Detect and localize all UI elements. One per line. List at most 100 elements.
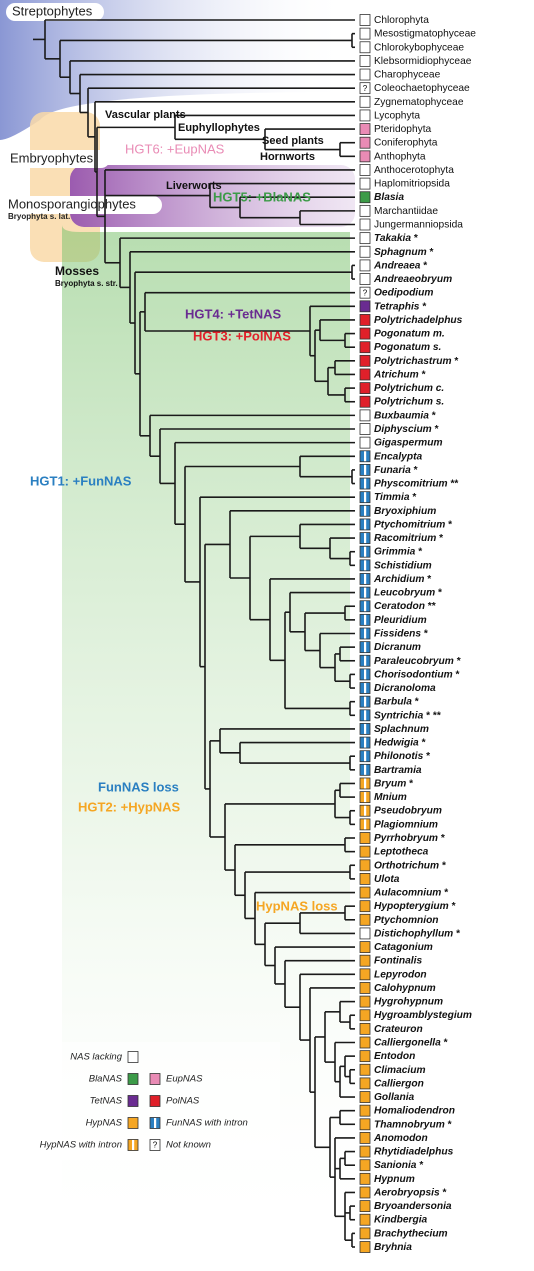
intron-stripe <box>364 696 367 707</box>
taxon-label: Grimmia * <box>374 546 422 557</box>
taxon-label: Pleuridium <box>374 615 427 626</box>
status-box <box>359 1104 371 1117</box>
intron-stripe <box>364 723 367 734</box>
taxon-label: Encalypta <box>374 451 422 462</box>
taxon-label: Catagonium <box>374 942 433 953</box>
intron-stripe <box>364 751 367 762</box>
taxon-label: Chlorokybophyceae <box>374 42 464 53</box>
status-box <box>359 1145 371 1158</box>
annotation: Streptophytes <box>12 3 93 18</box>
taxon-label: Archidium * <box>373 574 431 585</box>
status-box <box>359 968 371 981</box>
taxon-label: Lycophyta <box>374 110 420 121</box>
mosses-bg <box>62 225 350 1250</box>
status-mark: ? <box>363 288 368 297</box>
taxon-note: * <box>414 465 418 476</box>
taxon-label: Syntrichia * ** <box>374 710 441 721</box>
status-box <box>359 1036 371 1049</box>
intron-stripe <box>364 778 367 789</box>
status-box <box>359 409 371 422</box>
status-box <box>359 941 371 953</box>
taxon-note: * <box>457 655 461 666</box>
taxon-label: Timmia * <box>374 492 416 503</box>
taxon-name: Barbula <box>374 696 412 707</box>
intron-stripe <box>364 683 367 694</box>
annotation: Mosses <box>55 264 99 278</box>
taxon-name: Lycophyta <box>374 110 420 121</box>
intron-stripe <box>364 737 367 748</box>
label-bg <box>6 3 104 21</box>
status-box <box>359 136 371 149</box>
legend-label: NAS lacking <box>70 1052 122 1063</box>
taxon-label: Ptychomitrium * <box>374 519 452 530</box>
status-box <box>359 1132 371 1144</box>
taxon-name: Distichophyllum <box>374 928 453 939</box>
taxon-name: Leucobryum <box>374 587 435 598</box>
annotation: HGT5: +BlaNAS <box>213 189 311 204</box>
taxon-name: Funaria <box>374 465 411 476</box>
status-box <box>359 41 371 54</box>
taxon-label: Jungermanniopsida <box>374 219 463 230</box>
taxon-label: Fontinalis <box>374 955 422 966</box>
taxon-label: Polytrichum s. <box>374 396 444 407</box>
intron-stripe <box>364 601 367 612</box>
label-bg <box>6 150 110 168</box>
taxon-note: * <box>426 751 430 762</box>
taxon-label: Chlorophyta <box>374 15 429 26</box>
label-bg <box>4 196 162 214</box>
status-box <box>359 191 371 204</box>
status-mark: ? <box>153 1141 158 1150</box>
taxon-label: Polytrichastrum * <box>374 356 458 367</box>
taxon-note: * <box>427 574 431 585</box>
taxon-name: Anthocerotophyta <box>374 165 454 176</box>
annotation: Embryophytes <box>10 150 94 165</box>
intron-stripe <box>364 451 367 462</box>
annotation: HGT3: +PolNAS <box>193 328 291 343</box>
taxon-name: Hypopterygium <box>374 901 449 912</box>
taxon-name: Aulacomnium <box>373 887 441 898</box>
taxon-label: Pogonatum m. <box>374 328 445 339</box>
status-mark: ? <box>363 84 368 93</box>
taxon-name: Homaliodendron <box>374 1105 455 1116</box>
taxon-label: Anthophyta <box>374 151 426 162</box>
status-box <box>359 286 371 299</box>
status-box <box>359 368 371 381</box>
status-box <box>359 1022 371 1035</box>
taxon-label: Pogonatum s. <box>374 342 441 353</box>
status-box <box>359 109 371 122</box>
taxon-note: * <box>438 587 442 598</box>
taxon-name: Tetraphis <box>374 301 420 312</box>
taxon-label: Climacium <box>374 1064 426 1075</box>
intron-stripe <box>132 1140 135 1150</box>
status-box <box>149 1073 161 1085</box>
taxon-name: Diphyscium <box>374 424 432 435</box>
taxon-name: Rhytidiadelphus <box>374 1146 454 1157</box>
status-box <box>359 95 371 108</box>
intron-stripe <box>154 1118 157 1128</box>
taxon-label: Mesostigmatophyceae <box>374 28 476 39</box>
taxon-name: Buxbaumia <box>374 410 429 421</box>
taxon-name: Lepyrodon <box>374 969 427 980</box>
taxon-name: Hedwigia <box>374 737 419 748</box>
status-box <box>359 55 371 67</box>
taxon-label: Kindbergia <box>374 1214 428 1225</box>
taxon-label: Chorisodontium * <box>374 669 460 680</box>
status-box <box>359 14 371 26</box>
status-box <box>149 1095 161 1107</box>
taxon-name: Blasia <box>374 192 404 203</box>
taxon-name: Ulota <box>374 874 400 885</box>
taxon-label: Zygnematophyceae <box>374 96 464 107</box>
taxon-name: Entodon <box>374 1051 415 1062</box>
taxon-name: Dicranum <box>374 642 421 653</box>
taxon-label: Entodon <box>374 1051 415 1062</box>
taxon-label: Bartramia <box>374 765 422 776</box>
taxon-name: Physcomitrium <box>374 478 448 489</box>
taxon-label: Anthocerotophyta <box>374 165 454 176</box>
taxon-name: Polytrichastrum <box>374 356 452 367</box>
taxon-label: Aerobryopsis * <box>373 1187 447 1198</box>
status-box <box>127 1095 139 1107</box>
status-box <box>359 1241 371 1253</box>
status-box <box>359 314 371 326</box>
status-box <box>359 436 371 449</box>
status-box <box>359 886 371 899</box>
